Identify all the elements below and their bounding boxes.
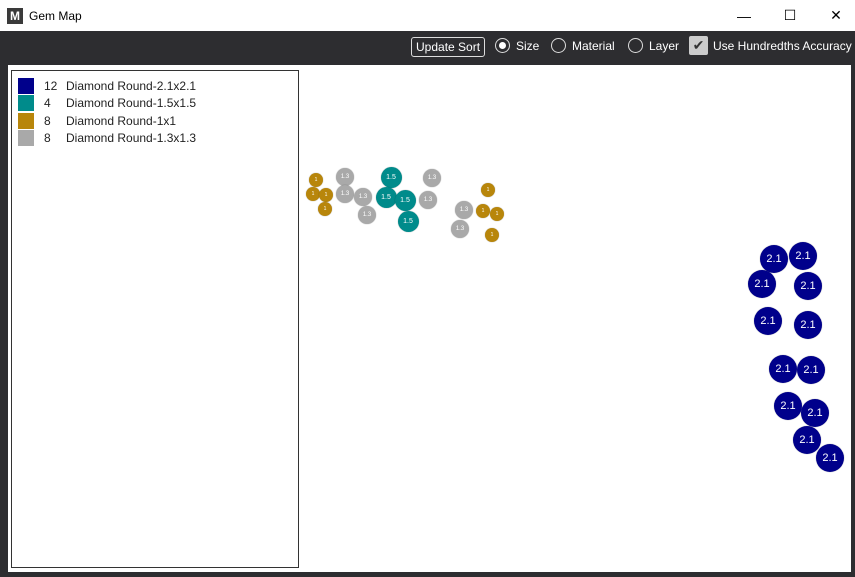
legend-item: 8 Diamond Round-1x1 xyxy=(18,112,292,130)
gem-2.1[interactable]: 2.1 xyxy=(816,444,844,472)
gem-1[interactable]: 1 xyxy=(306,187,320,201)
radio-layer[interactable]: Layer xyxy=(628,38,679,53)
app-icon: M xyxy=(7,7,23,24)
legend-item: 4 Diamond Round-1.5x1.5 xyxy=(18,95,292,113)
legend-count: 4 xyxy=(44,96,51,111)
gem-2.1[interactable]: 2.1 xyxy=(794,311,822,339)
gem-1.5[interactable]: 1.5 xyxy=(394,189,416,211)
legend-panel: 12 Diamond Round-2.1x2.1 4 Diamond Round-1.… xyxy=(11,70,299,568)
gem-1[interactable]: 1 xyxy=(485,228,499,242)
gem-1.5[interactable]: 1.5 xyxy=(397,210,419,232)
gem-1.3[interactable]: 1.3 xyxy=(336,168,354,186)
color-swatch xyxy=(18,95,34,112)
gem-2.1[interactable]: 2.1 xyxy=(774,392,802,420)
gem-2.1[interactable]: 2.1 xyxy=(754,307,782,335)
gem-1[interactable]: 1 xyxy=(319,188,333,202)
radio-size[interactable]: Size xyxy=(495,38,539,53)
hundredths-checkbox[interactable]: ✔ Use Hundredths Accuracy xyxy=(689,36,852,55)
gem-map-canvas[interactable]: 1 1 1 1 1 1 1 1 1.3 1.3 1.3 1.3 1.3 1.3 1.3 1.3 1.5 1.5 1.… xyxy=(8,65,851,572)
legend-name: Diamond Round-1.5x1.5 xyxy=(66,96,197,111)
gem-1.5[interactable]: 1.5 xyxy=(375,186,397,208)
legend-count: 8 xyxy=(44,113,51,128)
legend-name: Diamond Round-1.3x1.3 xyxy=(66,131,197,146)
minimize-button[interactable]: — xyxy=(737,7,751,24)
checkbox-label: Use Hundredths Accuracy xyxy=(713,38,852,53)
gem-1.3[interactable]: 1.3 xyxy=(419,191,437,209)
gem-1[interactable]: 1 xyxy=(476,204,490,218)
radio-circle[interactable] xyxy=(495,38,510,53)
radio-circle[interactable] xyxy=(628,38,643,53)
gem-1[interactable]: 1 xyxy=(490,207,504,221)
maximize-button[interactable]: ☐ xyxy=(783,7,797,23)
radio-material[interactable]: Material xyxy=(551,38,615,53)
gem-1.3[interactable]: 1.3 xyxy=(451,220,469,238)
update-sort-button[interactable]: Update Sort xyxy=(411,37,486,57)
gem-1.3[interactable]: 1.3 xyxy=(358,206,376,224)
checkmark-icon[interactable]: ✔ xyxy=(689,36,708,55)
color-swatch xyxy=(18,130,34,147)
legend-item: 8 Diamond Round-1.3x1.3 xyxy=(18,130,292,148)
close-button[interactable]: ✕ xyxy=(830,7,842,23)
gem-2.1[interactable]: 2.1 xyxy=(769,355,797,383)
color-swatch xyxy=(18,112,34,129)
radio-label: Layer xyxy=(649,38,680,53)
gem-2.1[interactable]: 2.1 xyxy=(794,272,822,300)
gem-2.1[interactable]: 2.1 xyxy=(748,270,776,298)
radio-label: Material xyxy=(572,38,615,53)
gem-1.5[interactable]: 1.5 xyxy=(380,166,402,188)
toolbar: Update Sort Size Material Layer ✔ Use Hun… xyxy=(0,31,855,64)
gem-2.1[interactable]: 2.1 xyxy=(801,399,829,427)
gem-1.3[interactable]: 1.3 xyxy=(336,185,354,203)
gem-1[interactable]: 1 xyxy=(318,202,332,216)
window-title: Gem Map xyxy=(29,8,82,23)
legend-count: 8 xyxy=(44,131,51,146)
gem-2.1[interactable]: 2.1 xyxy=(797,356,825,384)
radio-label: Size xyxy=(516,38,540,53)
color-swatch xyxy=(18,77,34,94)
gem-1.3[interactable]: 1.3 xyxy=(455,201,473,219)
legend-item: 12 Diamond Round-2.1x2.1 xyxy=(18,77,292,95)
gem-1[interactable]: 1 xyxy=(309,173,323,187)
legend-name: Diamond Round-1x1 xyxy=(66,113,177,128)
radio-circle[interactable] xyxy=(551,38,566,53)
gem-2.1[interactable]: 2.1 xyxy=(793,426,821,454)
gem-2.1[interactable]: 2.1 xyxy=(789,242,817,270)
gem-1.3[interactable]: 1.3 xyxy=(423,169,441,187)
gem-2.1[interactable]: 2.1 xyxy=(760,245,788,273)
gem-1.3[interactable]: 1.3 xyxy=(354,188,372,206)
title-bar: M Gem Map — ☐ ✕ xyxy=(0,0,855,31)
legend-name: Diamond Round-2.1x2.1 xyxy=(66,78,197,93)
content-area: 1 1 1 1 1 1 1 1 1.3 1.3 1.3 1.3 1.3 1.3 1.3 1.3 1.5 1.5 1.… xyxy=(8,65,851,572)
gem-1[interactable]: 1 xyxy=(481,183,495,197)
legend-count: 12 xyxy=(44,78,58,93)
